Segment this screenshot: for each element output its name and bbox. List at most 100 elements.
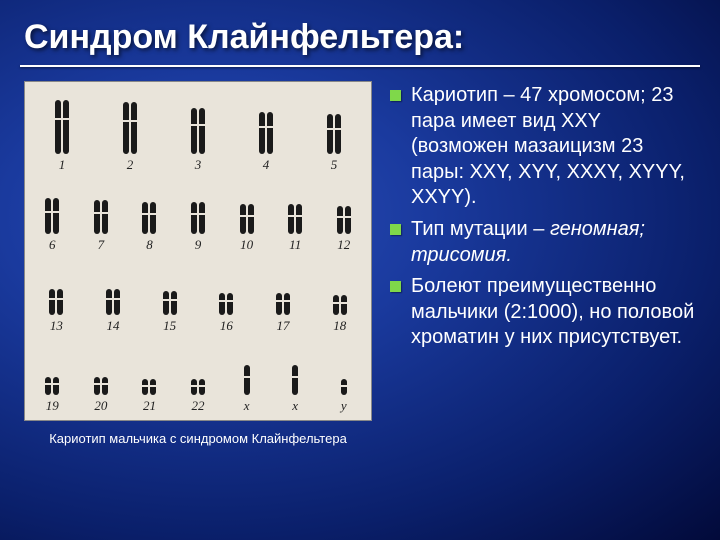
chromosome-pair: 22 xyxy=(181,379,216,414)
chromosome-label: 3 xyxy=(195,157,202,173)
chromosome-group xyxy=(163,291,177,315)
chromosome xyxy=(292,365,298,395)
chromosome-group xyxy=(337,206,351,234)
chromosome xyxy=(259,112,265,154)
chromosome xyxy=(333,295,339,315)
karyotype-row: 13 14 15 16 17 18 xyxy=(35,253,361,334)
chromosome-group xyxy=(276,293,290,315)
bullet-marker-icon xyxy=(390,90,401,101)
chromosome-group xyxy=(244,365,250,395)
karyotype-image: 12345678910111213141516171819202122xxy xyxy=(24,81,372,421)
chromosome xyxy=(191,379,197,395)
chromosome xyxy=(102,377,108,395)
chromosome-group xyxy=(292,365,298,395)
chromosome xyxy=(199,202,205,234)
chromosome-label: 4 xyxy=(263,157,270,173)
chromosome-pair: 4 xyxy=(239,112,293,173)
bullet-item: Тип мутации – геномная; трисомия. xyxy=(390,217,698,268)
chromosome-group xyxy=(94,377,108,395)
chromosome xyxy=(267,112,273,154)
chromosome xyxy=(327,114,333,154)
chromosome xyxy=(227,293,233,315)
chromosome-group xyxy=(327,114,341,154)
title-underline xyxy=(20,65,700,67)
chromosome xyxy=(199,379,205,395)
chromosome-label: x xyxy=(244,398,250,414)
chromosome-group xyxy=(191,202,205,234)
chromosome-label: 21 xyxy=(143,398,156,414)
chromosome-label: 13 xyxy=(50,318,63,334)
chromosome-label: 19 xyxy=(46,398,59,414)
chromosome-pair: 13 xyxy=(35,289,78,334)
karyotype-row: 6 7 8 9 10 11 12 xyxy=(35,173,361,254)
chromosome-pair: 11 xyxy=(278,204,313,253)
chromosome xyxy=(102,200,108,234)
chromosome xyxy=(63,100,69,154)
chromosome-label: 16 xyxy=(220,318,233,334)
chromosome xyxy=(45,198,51,234)
chromosome-label: 22 xyxy=(192,398,205,414)
chromosome-group xyxy=(219,293,233,315)
chromosome xyxy=(131,102,137,154)
chromosome xyxy=(284,293,290,315)
karyotype-row: 19202122xxy xyxy=(35,334,361,415)
chromosome-group xyxy=(333,295,347,315)
chromosome-label: x xyxy=(292,398,298,414)
chromosome xyxy=(219,293,225,315)
chromosome-label: 8 xyxy=(146,237,153,253)
chromosome xyxy=(337,206,343,234)
chromosome-label: 6 xyxy=(49,237,56,253)
chromosome-label: 14 xyxy=(107,318,120,334)
chromosome xyxy=(55,100,61,154)
chromosome-pair: 17 xyxy=(262,293,305,334)
chromosome-group xyxy=(240,204,254,234)
chromosome-pair: 8 xyxy=(132,202,167,253)
chromosome-label: 7 xyxy=(98,237,105,253)
chromosome xyxy=(106,289,112,315)
chromosome xyxy=(150,202,156,234)
chromosome xyxy=(53,198,59,234)
karyotype-column: 12345678910111213141516171819202122xxy К… xyxy=(24,81,372,446)
chromosome-group xyxy=(191,379,205,395)
chromosome-label: 15 xyxy=(163,318,176,334)
chromosome-group xyxy=(142,379,156,395)
chromosome-pair: 6 xyxy=(35,198,70,253)
bullet-marker-icon xyxy=(390,224,401,235)
chromosome-group xyxy=(288,204,302,234)
chromosome xyxy=(341,379,347,395)
chromosome xyxy=(94,200,100,234)
chromosome-label: 12 xyxy=(337,237,350,253)
chromosome-pair: x xyxy=(278,365,313,414)
chromosome xyxy=(49,289,55,315)
chromosome xyxy=(171,291,177,315)
chromosome xyxy=(276,293,282,315)
karyotype-caption: Кариотип мальчика с синдромом Клайнфельт… xyxy=(24,431,372,446)
chromosome-group xyxy=(341,379,347,395)
chromosome-pair: 19 xyxy=(35,377,70,414)
chromosome-label: 9 xyxy=(195,237,202,253)
chromosome xyxy=(191,202,197,234)
chromosome-group xyxy=(259,112,273,154)
chromosome-pair: 14 xyxy=(92,289,135,334)
chromosome-group xyxy=(45,198,59,234)
chromosome-label: 17 xyxy=(277,318,290,334)
chromosome xyxy=(57,289,63,315)
bullet-text: Тип мутации – геномная; трисомия. xyxy=(411,217,698,268)
chromosome xyxy=(248,204,254,234)
chromosome-label: y xyxy=(341,398,347,414)
chromosome-pair: x xyxy=(229,365,264,414)
chromosome-pair: 10 xyxy=(229,204,264,253)
chromosome xyxy=(123,102,129,154)
chromosome-pair: 16 xyxy=(205,293,248,334)
chromosome-pair: 2 xyxy=(103,102,157,173)
chromosome xyxy=(296,204,302,234)
chromosome-pair: 18 xyxy=(318,295,361,334)
chromosome-group xyxy=(123,102,137,154)
chromosome-pair: 3 xyxy=(171,108,225,173)
chromosome-group xyxy=(191,108,205,154)
bullet-text: Болеют преимущественно мальчики (2:1000)… xyxy=(411,274,698,351)
chromosome-pair: 1 xyxy=(35,100,89,173)
chromosome-label: 2 xyxy=(127,157,134,173)
chromosome-pair: 9 xyxy=(181,202,216,253)
karyotype-row: 12345 xyxy=(35,92,361,173)
